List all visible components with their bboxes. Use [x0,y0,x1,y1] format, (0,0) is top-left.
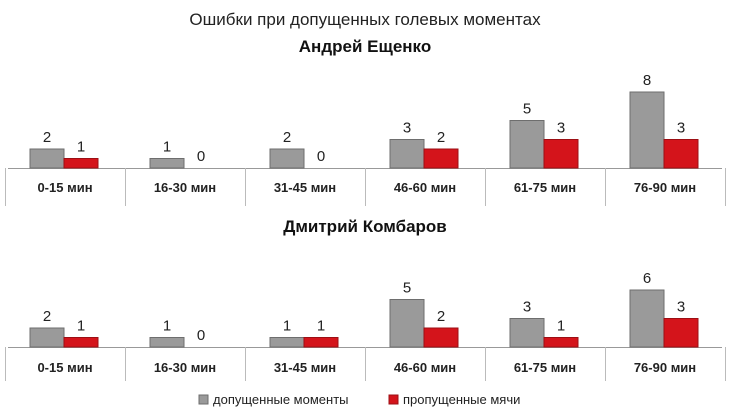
bar-goals [543,139,579,169]
bar-goals [423,327,459,348]
data-label: 1 [557,318,565,335]
data-label: 0 [197,148,205,165]
bar-chances [629,289,665,348]
panel-2: 0-15 мин 2 1 16-30 мин 1 0 31-45 мин 1 1 46-60 ми… [5,270,726,381]
bar-chances [269,148,305,169]
bar-goals [303,337,339,348]
bar-chances [149,158,185,169]
x-tick-label: 46-60 мин [394,360,456,375]
x-tick-label: 31-45 мин [274,180,336,195]
bar-chances [269,337,305,348]
panels: 0-15 мин 2 1 16-30 мин 1 0 31-45 мин 2 0 46-60 ми… [5,72,726,381]
bar-chances [509,318,545,348]
x-tick-label: 16-30 мин [154,360,216,375]
data-label: 1 [163,318,171,335]
data-label: 2 [437,308,445,325]
bar-goals [663,318,699,348]
data-label: 1 [77,139,85,156]
legend: допущенные моменты пропущенные мячи [198,392,520,407]
data-label: 3 [403,120,411,137]
panel-1: 0-15 мин 2 1 16-30 мин 1 0 31-45 мин 2 0 46-60 ми… [5,72,726,206]
chart-title: Ошибки при допущенных голевых моментах [189,10,541,29]
bar-chances [29,148,65,169]
data-label: 6 [643,270,651,287]
bar-chances [29,327,65,348]
panel-2-title: Дмитрий Комбаров [283,217,447,236]
x-tick-label: 31-45 мин [274,360,336,375]
data-label: 3 [677,120,685,137]
data-label: 5 [523,101,531,118]
data-label: 3 [523,299,531,316]
data-label: 1 [163,139,171,156]
data-label: 2 [283,129,291,146]
data-label: 5 [403,280,411,297]
legend-label: пропущенные мячи [403,392,520,407]
bar-chances [629,91,665,169]
data-label: 2 [437,129,445,146]
bar-goals [663,139,699,169]
bar-goals [543,337,579,348]
data-label: 2 [43,308,51,325]
bar-chances [149,337,185,348]
x-tick-label: 0-15 мин [37,180,92,195]
bar-chances [389,139,425,169]
x-tick-label: 76-90 мин [634,180,696,195]
x-tick-label: 46-60 мин [394,180,456,195]
data-label: 1 [317,318,325,335]
bar-chances [509,120,545,169]
data-label: 3 [677,299,685,316]
x-tick-label: 61-75 мин [514,360,576,375]
x-tick-label: 0-15 мин [37,360,92,375]
bar-chances [389,299,425,348]
legend-swatch [388,394,399,405]
data-label: 1 [77,318,85,335]
data-label: 3 [557,120,565,137]
x-tick-label: 16-30 мин [154,180,216,195]
legend-label: допущенные моменты [213,392,349,407]
data-label: 8 [643,72,651,89]
data-label: 0 [317,148,325,165]
data-label: 0 [197,327,205,344]
data-label: 2 [43,129,51,146]
bar-goals [423,148,459,169]
bar-goals [63,158,99,169]
bar-goals [63,337,99,348]
x-tick-label: 61-75 мин [514,180,576,195]
legend-swatch [198,394,209,405]
panel-1-title: Андрей Ещенко [299,37,431,56]
data-label: 1 [283,318,291,335]
x-tick-label: 76-90 мин [634,360,696,375]
